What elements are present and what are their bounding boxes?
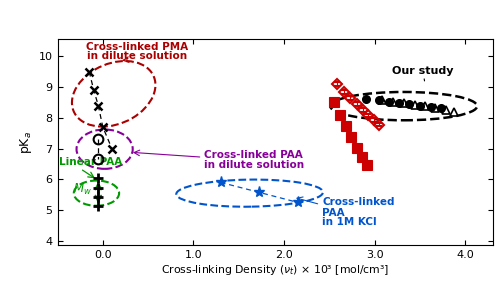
Text: in dilute solution: in dilute solution (204, 160, 304, 170)
Text: Our study: Our study (392, 66, 454, 81)
Text: Cross-linked PAA: Cross-linked PAA (204, 150, 303, 160)
Text: Cross-linked: Cross-linked (322, 198, 394, 208)
Text: PAA: PAA (322, 208, 345, 218)
Text: Cross-linked PMA: Cross-linked PMA (86, 42, 188, 52)
Text: in 1M KCl: in 1M KCl (322, 218, 377, 228)
Y-axis label: pK$_a$: pK$_a$ (18, 131, 34, 154)
Text: $M_w$: $M_w$ (74, 181, 92, 197)
X-axis label: Cross-linking Density ($\nu_t$) × 10³ [mol/cm³]: Cross-linking Density ($\nu_t$) × 10³ [m… (161, 263, 389, 277)
Text: Linear PAA: Linear PAA (60, 158, 122, 168)
Text: in dilute solution: in dilute solution (87, 51, 188, 61)
